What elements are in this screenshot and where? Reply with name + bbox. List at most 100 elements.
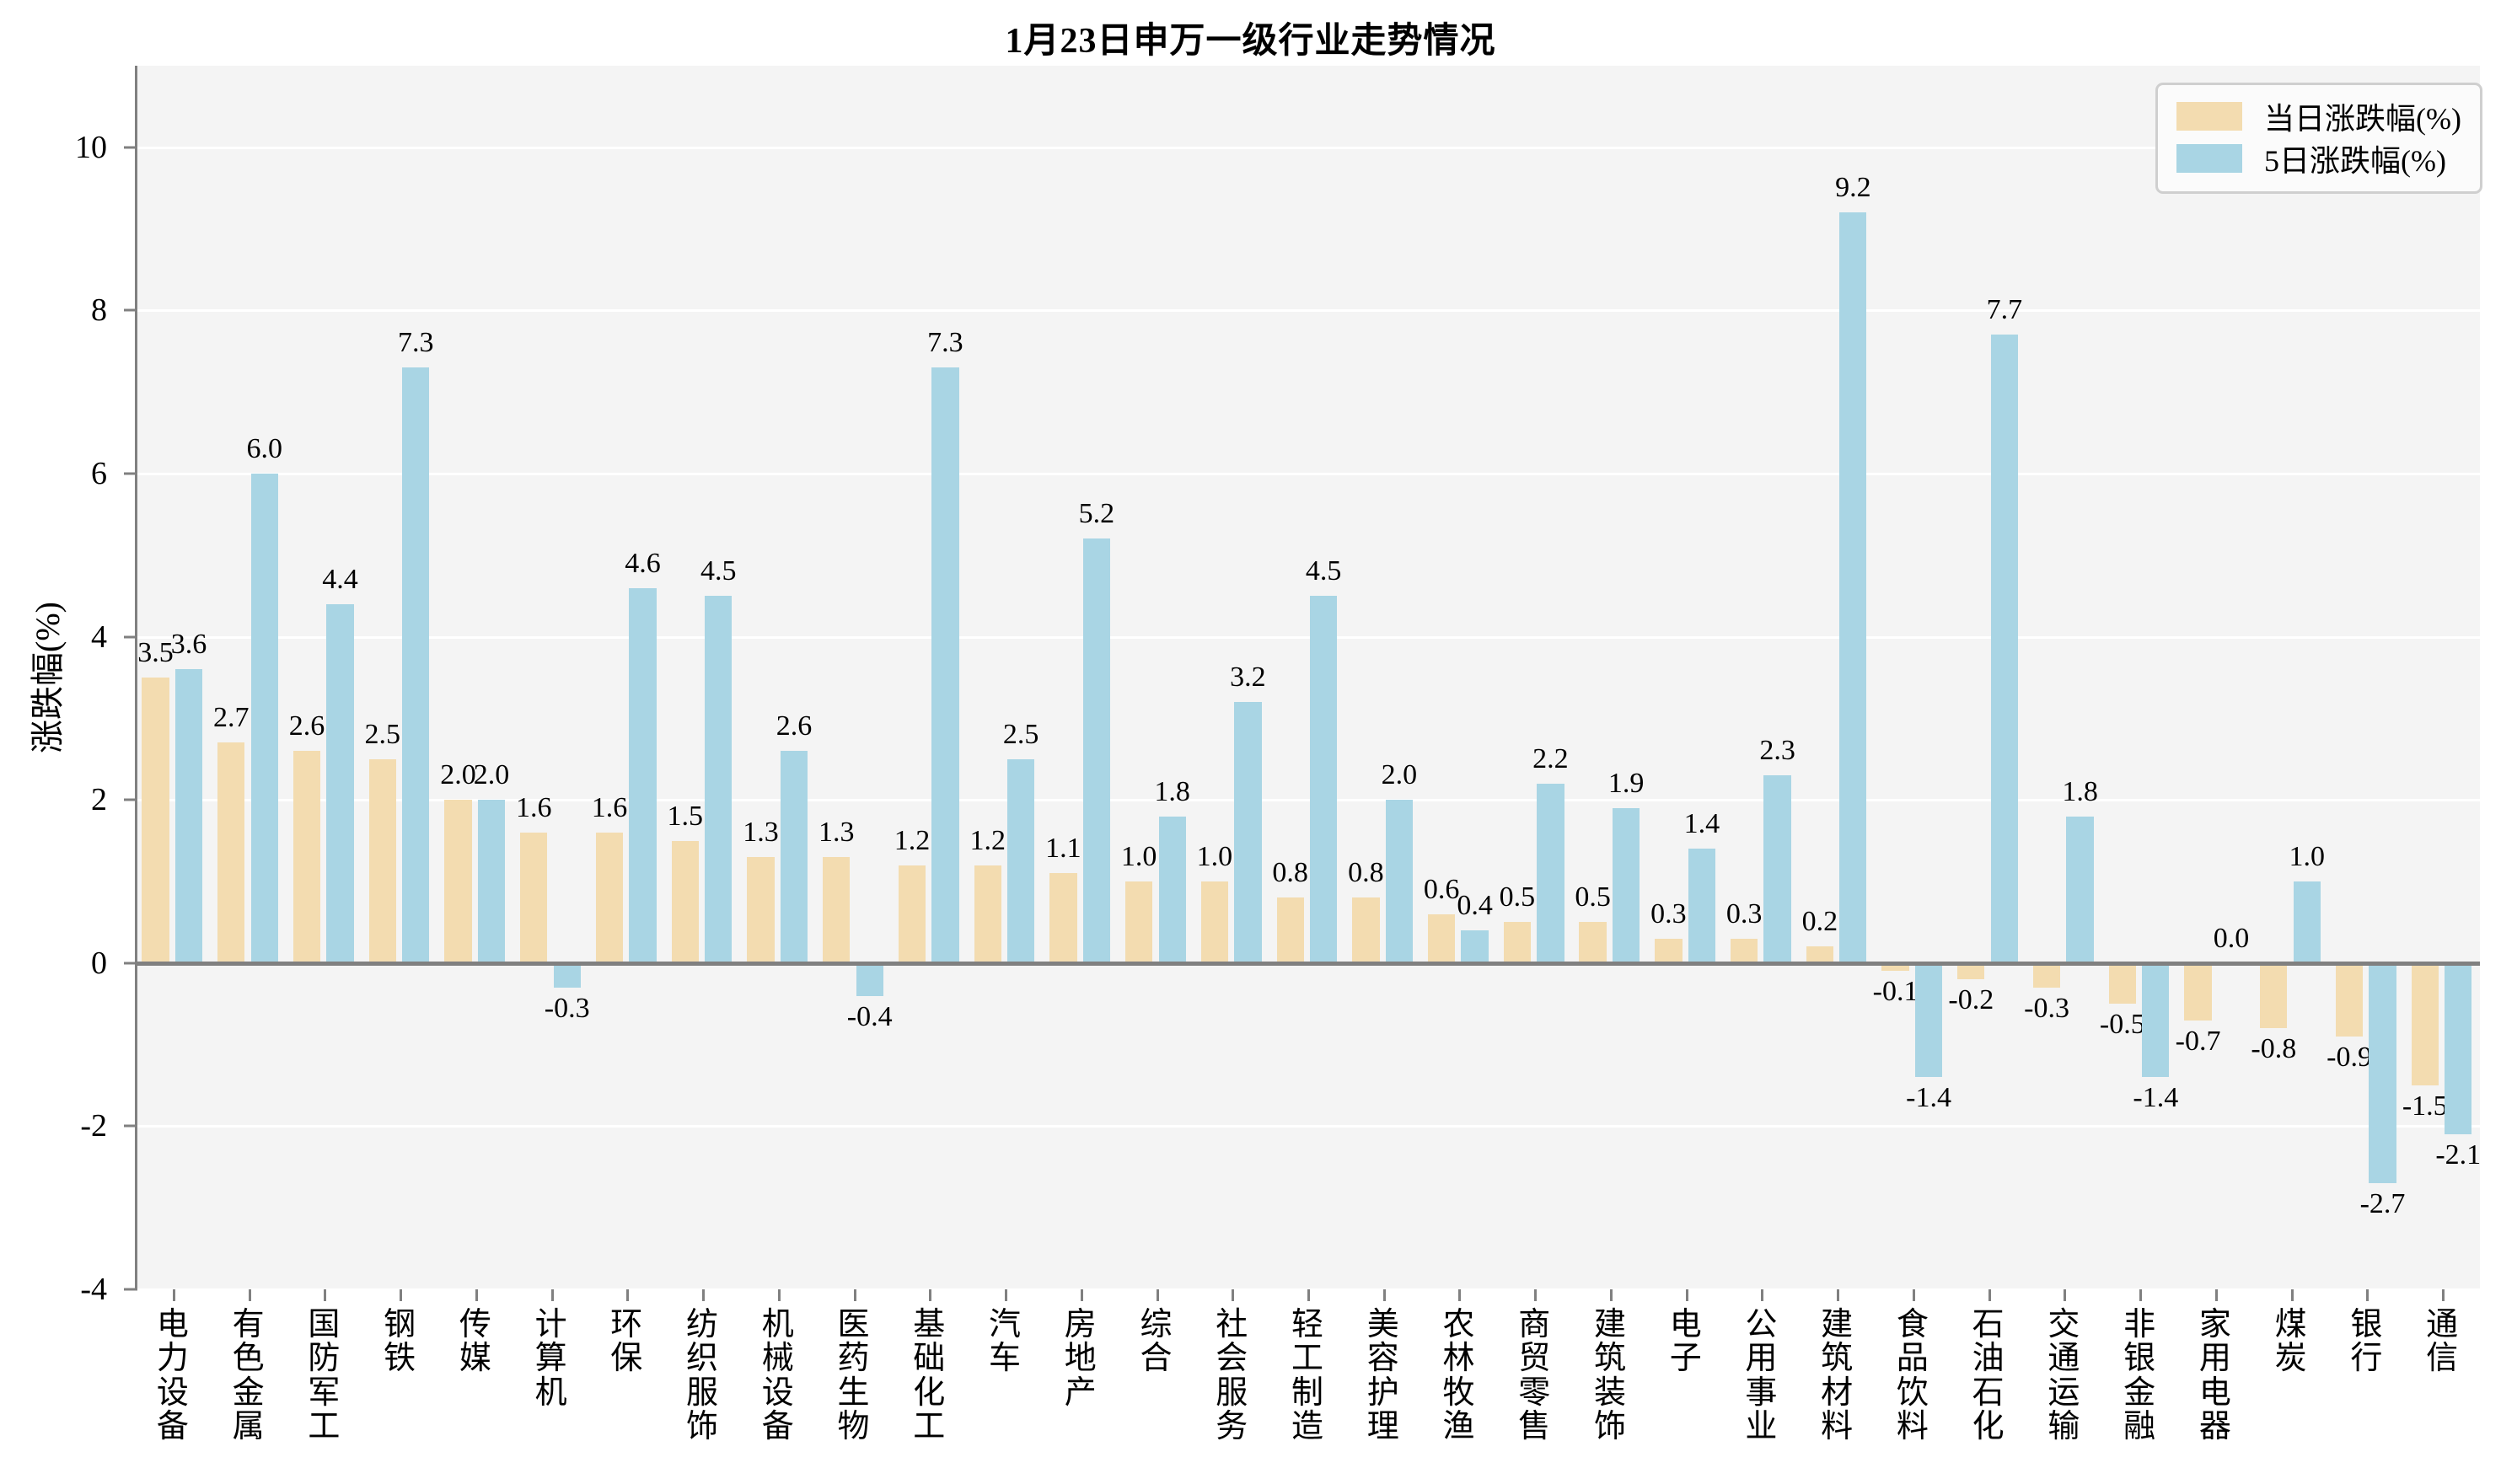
bar[interactable] xyxy=(2108,962,2136,1005)
bar[interactable] xyxy=(1655,938,1683,963)
bar[interactable] xyxy=(629,587,657,963)
bar[interactable] xyxy=(402,367,430,963)
bar-group: 2.5 7.3 xyxy=(364,66,440,1289)
bar[interactable] xyxy=(974,865,1001,963)
bar[interactable] xyxy=(2066,816,2094,963)
bar[interactable] xyxy=(2142,962,2170,1078)
bar-value-label: 7.3 xyxy=(927,327,963,359)
x-tick-label: 非银金融 xyxy=(2123,1307,2156,1444)
bar-value-label: 2.0 xyxy=(440,759,476,791)
bar[interactable] xyxy=(2411,962,2439,1085)
bar[interactable] xyxy=(477,800,506,963)
bar-value-label: 4.4 xyxy=(322,563,358,595)
bar[interactable] xyxy=(747,856,775,963)
bar[interactable] xyxy=(1763,775,1791,963)
bar[interactable] xyxy=(520,832,548,963)
bar[interactable] xyxy=(142,678,169,963)
bar[interactable] xyxy=(2032,962,2061,988)
x-tick-label: 交通运输 xyxy=(2047,1307,2080,1444)
bar-value-label: 2.6 xyxy=(776,710,813,742)
legend-item-5day[interactable]: 5日涨跌幅(%) xyxy=(2176,137,2461,179)
bar-value-label: -0.9 xyxy=(2327,1041,2372,1073)
gridline xyxy=(137,309,2480,313)
bar[interactable] xyxy=(2293,881,2321,963)
bar[interactable] xyxy=(1276,897,1304,963)
bar[interactable] xyxy=(1914,962,1943,1078)
bar-group: 0.3 1.4 xyxy=(1650,66,1726,1289)
bar[interactable] xyxy=(1806,946,1833,963)
bar[interactable] xyxy=(2184,962,2212,1021)
x-tick-mark xyxy=(248,1289,251,1301)
bar[interactable] xyxy=(2260,962,2288,1029)
x-tick-mark xyxy=(2214,1289,2218,1301)
bar[interactable] xyxy=(1537,783,1564,963)
bar-group: -0.8 1.0 xyxy=(2251,66,2332,1289)
bar[interactable] xyxy=(368,758,396,963)
x-tick-label: 公用事业 xyxy=(1745,1307,1778,1444)
bar[interactable] xyxy=(292,751,321,963)
bar[interactable] xyxy=(1957,962,1985,980)
x-tick-mark xyxy=(702,1289,706,1301)
x-tick-label: 环保 xyxy=(610,1307,643,1377)
bar[interactable] xyxy=(1839,212,1867,963)
bar[interactable] xyxy=(898,865,926,963)
bar[interactable] xyxy=(823,856,851,963)
bar[interactable] xyxy=(1385,800,1414,963)
bar[interactable] xyxy=(553,962,581,988)
x-tick-label: 国防军工 xyxy=(308,1307,341,1444)
bar[interactable] xyxy=(1007,758,1035,963)
bar[interactable] xyxy=(1234,702,1262,963)
bar[interactable] xyxy=(444,800,472,963)
legend: 当日涨跌幅(%) 5日涨跌幅(%) xyxy=(2155,83,2482,194)
gridline xyxy=(137,799,2480,802)
bar[interactable] xyxy=(2445,962,2472,1135)
bar[interactable] xyxy=(174,669,203,963)
bar-group: 2.7 6.0 xyxy=(213,66,289,1289)
chart-title: 1月23日申万一级行业走势情况 xyxy=(1005,22,1496,61)
bar-value-label: -0.8 xyxy=(2251,1033,2297,1065)
bar[interactable] xyxy=(595,832,624,963)
bar[interactable] xyxy=(1125,881,1153,963)
bar[interactable] xyxy=(856,962,883,996)
x-tick-mark xyxy=(1912,1289,1915,1301)
legend-item-daily[interactable]: 当日涨跌幅(%) xyxy=(2176,95,2461,137)
bar[interactable] xyxy=(217,742,245,963)
bar[interactable] xyxy=(326,603,354,963)
bar[interactable] xyxy=(1881,962,1909,972)
y-tick-label: 0 xyxy=(91,945,107,981)
x-tick-mark xyxy=(1307,1289,1310,1301)
x-tick-label: 纺织服饰 xyxy=(686,1307,719,1444)
bar[interactable] xyxy=(1352,897,1380,963)
bar[interactable] xyxy=(1427,913,1456,963)
y-tick-mark xyxy=(124,308,137,312)
bar[interactable] xyxy=(671,840,699,963)
bar[interactable] xyxy=(1200,881,1229,963)
bar[interactable] xyxy=(250,474,278,963)
bar[interactable] xyxy=(780,751,808,963)
bar[interactable] xyxy=(705,596,733,963)
bar-group: -0.9 -2.7 xyxy=(2327,66,2407,1289)
bar[interactable] xyxy=(1612,807,1640,963)
bar[interactable] xyxy=(931,367,959,963)
x-tick-label: 家用电器 xyxy=(2198,1307,2231,1444)
bar[interactable] xyxy=(1990,335,2018,963)
bar[interactable] xyxy=(2335,962,2364,1037)
bar-value-label: -0.5 xyxy=(2099,1009,2145,1041)
bar[interactable] xyxy=(1049,873,1077,963)
bar-group: 1.2 2.5 xyxy=(969,66,1045,1289)
bar[interactable] xyxy=(1158,816,1186,963)
x-tick-mark xyxy=(2290,1289,2294,1301)
x-tick-label: 农林牧渔 xyxy=(1442,1307,1475,1444)
x-tick-label: 通信 xyxy=(2426,1307,2459,1377)
bar[interactable] xyxy=(1579,922,1607,963)
bar[interactable] xyxy=(1082,538,1111,963)
bar[interactable] xyxy=(2369,962,2396,1184)
bar-group: 1.3 -0.4 xyxy=(818,66,894,1289)
bar-group: -0.2 7.7 xyxy=(1948,66,2029,1289)
bar-value-label: 1.6 xyxy=(515,791,552,823)
bar[interactable] xyxy=(1461,930,1489,963)
bar[interactable] xyxy=(1730,938,1758,963)
bar[interactable] xyxy=(1688,849,1715,963)
bar[interactable] xyxy=(1503,922,1532,963)
bar[interactable] xyxy=(1309,596,1338,963)
